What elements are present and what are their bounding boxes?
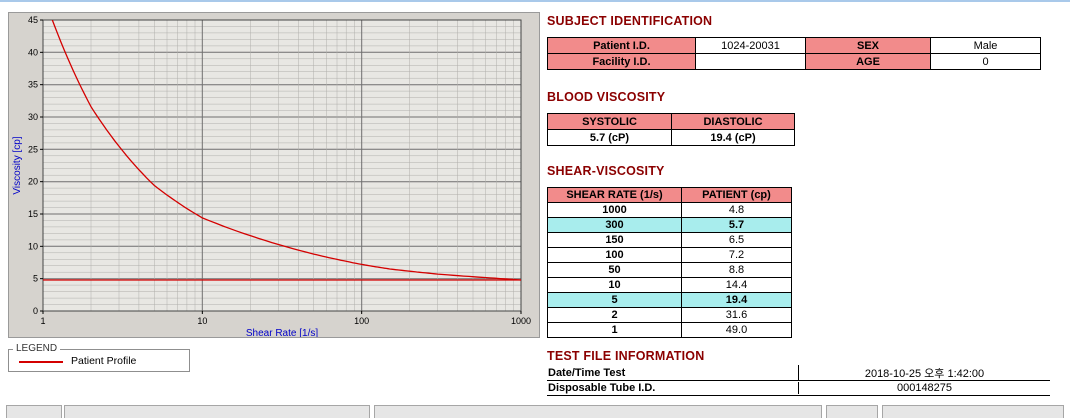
facility-id-label: Facility I.D.	[547, 53, 696, 70]
disposable-tube-id-value: 000148275	[798, 382, 1050, 394]
sex-value: Male	[930, 37, 1041, 54]
svg-text:25: 25	[28, 144, 38, 154]
shear-rate-cell: 10	[547, 277, 682, 293]
table-row: 10 14.4	[547, 277, 792, 293]
patient-value-cell: 8.8	[681, 262, 792, 278]
patient-value-cell: 4.8	[681, 202, 792, 218]
diastolic-header: DIASTOLIC	[671, 113, 795, 130]
patient-id-label: Patient I.D.	[547, 37, 696, 54]
table-row: 150 6.5	[547, 232, 792, 248]
bottom-cutoff-panel	[6, 405, 62, 418]
legend-entry-label: Patient Profile	[71, 355, 137, 367]
viscosity-chart: 0 5 10 15 20 25 30 35 40 45 1 10 100 1000 Shear Rate […	[8, 12, 540, 339]
table-row: Facility I.D. AGE 0	[547, 53, 1041, 70]
svg-text:35: 35	[28, 80, 38, 90]
table-row: 50 8.8	[547, 262, 792, 278]
systolic-header: SYSTOLIC	[547, 113, 672, 130]
patient-cp-header: PATIENT (cp)	[681, 187, 792, 203]
svg-text:40: 40	[28, 47, 38, 57]
table-row: SYSTOLIC DIASTOLIC	[547, 113, 795, 130]
diastolic-value: 19.4 (cP)	[671, 129, 795, 146]
shear-rate-cell: 5	[547, 292, 682, 308]
patient-value-cell: 7.2	[681, 247, 792, 263]
table-row: 5.7 (cP) 19.4 (cP)	[547, 129, 795, 146]
date-time-test-row: Date/Time Test 2018-10-25 오후 1:42:00	[547, 365, 1050, 381]
bottom-cutoff-panel	[374, 405, 822, 418]
svg-text:1: 1	[40, 316, 45, 326]
test-file-information-section: TEST FILE INFORMATION Date/Time Test 201…	[547, 349, 1050, 396]
svg-text:1000: 1000	[511, 316, 531, 326]
chart-legend: LEGEND Patient Profile	[8, 343, 190, 372]
age-label: AGE	[805, 53, 931, 70]
blood-viscosity-section: BLOOD VISCOSITY SYSTOLIC DIASTOLIC 5.7 (…	[547, 90, 795, 146]
shear-rate-cell: 150	[547, 232, 682, 248]
svg-text:0: 0	[33, 306, 38, 316]
patient-value-cell: 19.4	[681, 292, 792, 308]
table-row: 2 31.6	[547, 307, 792, 323]
sex-label: SEX	[805, 37, 931, 54]
shear-rate-cell: 1	[547, 322, 682, 338]
date-time-test-label: Date/Time Test	[548, 367, 626, 379]
date-time-test-value: 2018-10-25 오후 1:42:00	[798, 365, 1050, 381]
legend-line-sample	[19, 361, 63, 363]
table-row: 1 49.0	[547, 322, 792, 338]
subject-identification-section: SUBJECT IDENTIFICATION Patient I.D. 1024…	[547, 14, 1044, 70]
chart-plot-area: 0 5 10 15 20 25 30 35 40 45 1 10 100 1000 Shear Rate […	[9, 13, 539, 339]
shear-rate-cell: 2	[547, 307, 682, 323]
legend-title: LEGEND	[13, 343, 61, 354]
patient-id-value: 1024-20031	[695, 37, 806, 54]
svg-text:10: 10	[197, 316, 207, 326]
table-row: 100 7.2	[547, 247, 792, 263]
svg-text:30: 30	[28, 112, 38, 122]
shear-rate-cell: 1000	[547, 202, 682, 218]
table-row: 300 5.7	[547, 217, 792, 233]
svg-text:Viscosity [cp]: Viscosity [cp]	[12, 136, 23, 194]
blood-viscosity-table: SYSTOLIC DIASTOLIC 5.7 (cP) 19.4 (cP)	[547, 113, 795, 146]
shear-rate-cell: 300	[547, 217, 682, 233]
table-header-row: SHEAR RATE (1/s) PATIENT (cp)	[547, 187, 792, 203]
svg-text:45: 45	[28, 15, 38, 25]
disposable-tube-id-row: Disposable Tube I.D. 000148275	[547, 381, 1050, 396]
patient-value-cell: 31.6	[681, 307, 792, 323]
shear-viscosity-title: SHEAR-VISCOSITY	[547, 164, 665, 178]
svg-text:Shear Rate [1/s]: Shear Rate [1/s]	[246, 328, 318, 337]
disposable-tube-id-label: Disposable Tube I.D.	[548, 382, 656, 394]
age-value: 0	[930, 53, 1041, 70]
subject-identification-title: SUBJECT IDENTIFICATION	[547, 14, 713, 28]
patient-value-cell: 6.5	[681, 232, 792, 248]
table-row: 1000 4.8	[547, 202, 792, 218]
systolic-value: 5.7 (cP)	[547, 129, 672, 146]
table-row: 5 19.4	[547, 292, 792, 308]
blood-viscosity-title: BLOOD VISCOSITY	[547, 90, 666, 104]
patient-value-cell: 49.0	[681, 322, 792, 338]
table-row: Patient I.D. 1024-20031 SEX Male	[547, 37, 1041, 54]
shear-viscosity-section: SHEAR-VISCOSITY SHEAR RATE (1/s) PATIENT…	[547, 164, 792, 338]
svg-text:15: 15	[28, 209, 38, 219]
svg-text:5: 5	[33, 274, 38, 284]
shear-rate-header: SHEAR RATE (1/s)	[547, 187, 682, 203]
svg-text:10: 10	[28, 241, 38, 251]
bottom-cutoff-panel	[826, 405, 878, 418]
svg-text:20: 20	[28, 177, 38, 187]
shear-rate-cell: 100	[547, 247, 682, 263]
patient-value-cell: 5.7	[681, 217, 792, 233]
shear-viscosity-table: SHEAR RATE (1/s) PATIENT (cp) 1000 4.8 3…	[547, 187, 792, 338]
svg-text:100: 100	[354, 316, 369, 326]
patient-value-cell: 14.4	[681, 277, 792, 293]
bottom-cutoff-panel	[882, 405, 1064, 418]
test-file-information-title: TEST FILE INFORMATION	[547, 349, 705, 363]
bottom-cutoff-panel	[64, 405, 370, 418]
shear-rate-cell: 50	[547, 262, 682, 278]
facility-id-value	[695, 53, 806, 70]
subject-identification-table: Patient I.D. 1024-20031 SEX Male Facilit…	[547, 37, 1041, 70]
